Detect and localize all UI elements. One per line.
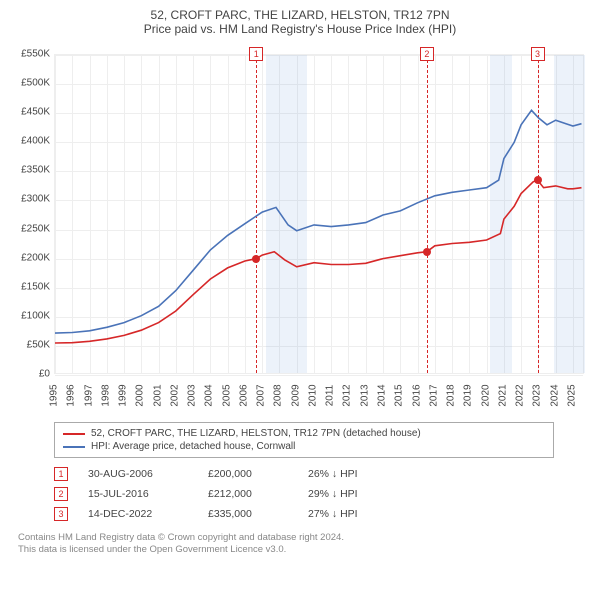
sale-diff: 29% ↓ HPI: [308, 488, 398, 500]
x-tick-label: 2007: [256, 384, 267, 406]
x-tick-label: 2013: [359, 384, 370, 406]
y-tick-label: £100K: [10, 310, 50, 321]
x-tick-label: 2014: [377, 384, 388, 406]
x-tick-label: 2001: [152, 384, 163, 406]
sale-diff: 26% ↓ HPI: [308, 468, 398, 480]
x-tick-label: 2023: [532, 384, 543, 406]
x-tick-label: 2015: [394, 384, 405, 406]
sale-price: £335,000: [208, 508, 288, 520]
sales-table: 1 30-AUG-2006 £200,000 26% ↓ HPI 2 15-JUL-201…: [54, 464, 586, 524]
plot-area: 123: [54, 54, 584, 374]
sale-row-marker: 3: [54, 507, 68, 521]
y-tick-label: £450K: [10, 107, 50, 118]
legend: 52, CROFT PARC, THE LIZARD, HELSTON, TR1…: [54, 422, 554, 458]
sale-date: 15-JUL-2016: [88, 488, 188, 500]
chart-subtitle: Price paid vs. HM Land Registry's House …: [10, 22, 590, 36]
x-tick-label: 1997: [83, 384, 94, 406]
x-tick-label: 1999: [118, 384, 129, 406]
sale-row-marker: 2: [54, 487, 68, 501]
x-tick-label: 2008: [273, 384, 284, 406]
x-tick-label: 2009: [290, 384, 301, 406]
sale-row: 3 14-DEC-2022 £335,000 27% ↓ HPI: [54, 504, 586, 524]
sale-row: 1 30-AUG-2006 £200,000 26% ↓ HPI: [54, 464, 586, 484]
y-tick-label: £200K: [10, 252, 50, 263]
sale-row-marker: 1: [54, 467, 68, 481]
x-tick-label: 2021: [497, 384, 508, 406]
x-tick-label: 2010: [307, 384, 318, 406]
x-tick-label: 2022: [515, 384, 526, 406]
y-tick-label: £500K: [10, 78, 50, 89]
x-tick-label: 2006: [238, 384, 249, 406]
x-tick-label: 2016: [411, 384, 422, 406]
footer-line-1: Contains HM Land Registry data © Crown c…: [18, 532, 586, 544]
y-tick-label: £50K: [10, 339, 50, 350]
y-tick-label: £0: [10, 369, 50, 380]
legend-swatch: [63, 446, 85, 448]
y-tick-label: £350K: [10, 165, 50, 176]
footer-attribution: Contains HM Land Registry data © Crown c…: [18, 532, 586, 557]
x-tick-label: 2017: [428, 384, 439, 406]
sale-diff: 27% ↓ HPI: [308, 508, 398, 520]
x-tick-label: 1996: [66, 384, 77, 406]
sale-price: £200,000: [208, 468, 288, 480]
x-tick-label: 2025: [566, 384, 577, 406]
x-tick-label: 2005: [221, 384, 232, 406]
series-svg: [55, 55, 585, 375]
sale-row: 2 15-JUL-2016 £212,000 29% ↓ HPI: [54, 484, 586, 504]
legend-label: 52, CROFT PARC, THE LIZARD, HELSTON, TR1…: [91, 428, 421, 439]
x-tick-label: 2024: [549, 384, 560, 406]
chart-area: £0 £50K £100K £150K £200K £250K £300K £350K £400…: [10, 42, 590, 412]
x-tick-label: 2019: [463, 384, 474, 406]
y-tick-label: £550K: [10, 49, 50, 60]
footer-line-2: This data is licensed under the Open Gov…: [18, 544, 586, 556]
legend-label: HPI: Average price, detached house, Corn…: [91, 441, 295, 452]
legend-item: HPI: Average price, detached house, Corn…: [63, 440, 545, 453]
x-tick-label: 2012: [342, 384, 353, 406]
chart-title: 52, CROFT PARC, THE LIZARD, HELSTON, TR1…: [10, 8, 590, 22]
sale-date: 30-AUG-2006: [88, 468, 188, 480]
x-tick-label: 2000: [135, 384, 146, 406]
x-tick-label: 2002: [169, 384, 180, 406]
y-tick-label: £400K: [10, 136, 50, 147]
legend-item: 52, CROFT PARC, THE LIZARD, HELSTON, TR1…: [63, 427, 545, 440]
x-tick-label: 1995: [49, 384, 60, 406]
sale-price: £212,000: [208, 488, 288, 500]
sale-date: 14-DEC-2022: [88, 508, 188, 520]
y-tick-label: £300K: [10, 194, 50, 205]
x-tick-label: 1998: [100, 384, 111, 406]
legend-swatch: [63, 433, 85, 435]
x-tick-label: 2003: [187, 384, 198, 406]
x-tick-label: 2011: [325, 385, 336, 407]
x-tick-label: 2020: [480, 384, 491, 406]
x-tick-label: 2004: [204, 384, 215, 406]
x-tick-label: 2018: [446, 384, 457, 406]
y-tick-label: £150K: [10, 281, 50, 292]
y-tick-label: £250K: [10, 223, 50, 234]
